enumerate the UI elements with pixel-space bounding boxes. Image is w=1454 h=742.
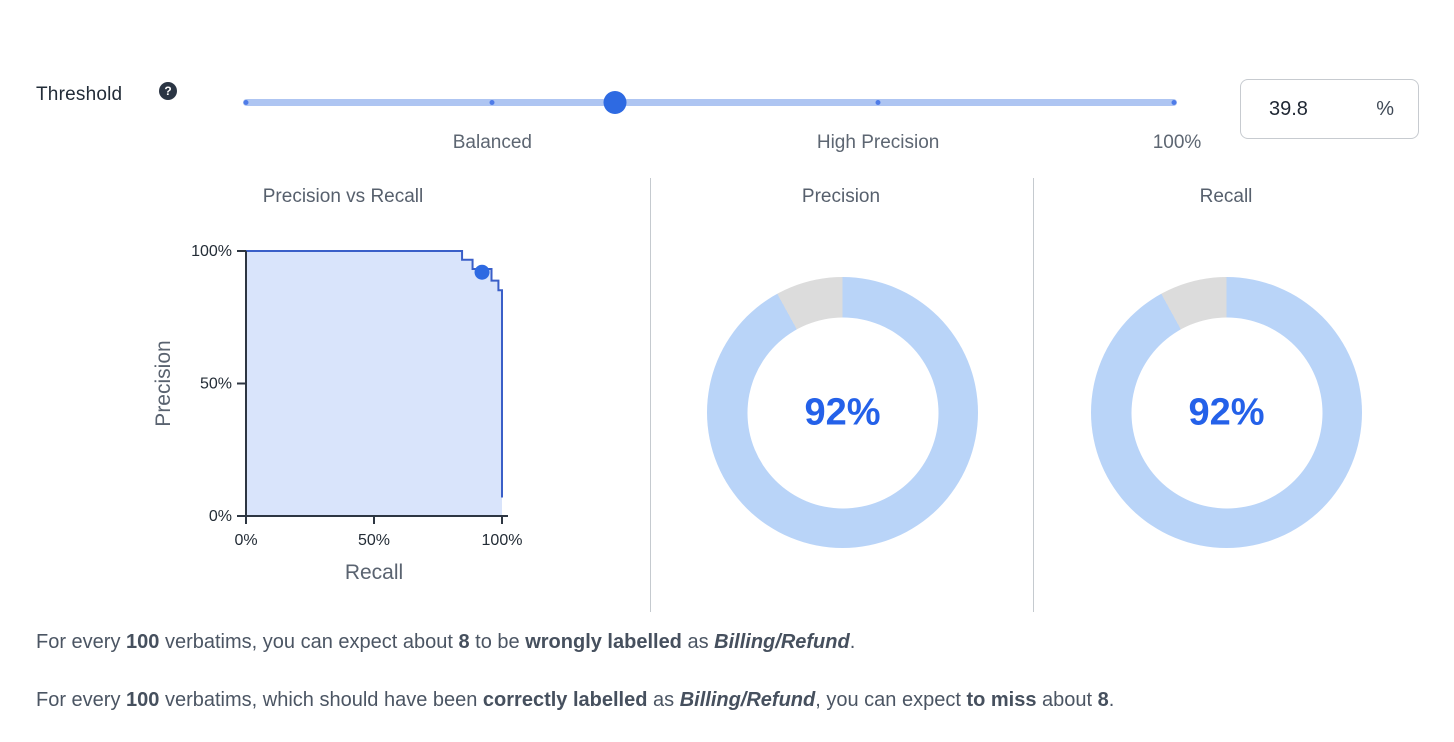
precision-donut: 92% bbox=[707, 277, 978, 548]
slider-marker-dot bbox=[243, 100, 249, 105]
threshold-slider-thumb[interactable] bbox=[603, 91, 627, 114]
panel-divider-right bbox=[1033, 178, 1034, 612]
panel-divider-left bbox=[650, 178, 651, 612]
threshold-input[interactable] bbox=[1269, 97, 1349, 121]
svg-text:Precision: Precision bbox=[152, 340, 175, 426]
recall-donut: 92% bbox=[1091, 277, 1362, 548]
slider-marker-label: Balanced bbox=[452, 132, 532, 153]
slider-marker-label: High Precision bbox=[816, 132, 940, 153]
precision-recall-chart: 0% 50% 100% 0% 50% 100% Recall Precision bbox=[152, 243, 523, 584]
threshold-slider-track[interactable] bbox=[243, 91, 1177, 114]
recall-donut-value: 92% bbox=[1188, 391, 1265, 433]
footnote-missed-label: For every 100 verbatims, which should ha… bbox=[36, 689, 1115, 711]
svg-text:0%: 0% bbox=[234, 532, 257, 549]
recall-donut-title: Recall bbox=[1199, 186, 1253, 207]
footnote-wrong-label: For every 100 verbatims, you can expect … bbox=[36, 631, 856, 653]
slider-marker-label: 100% bbox=[1152, 132, 1202, 153]
threshold-value-box: % bbox=[1240, 79, 1419, 139]
threshold-label: Threshold bbox=[36, 84, 123, 105]
svg-text:Recall: Recall bbox=[345, 561, 403, 584]
svg-text:50%: 50% bbox=[358, 532, 390, 549]
slider-marker-dot bbox=[875, 100, 881, 105]
svg-text:50%: 50% bbox=[200, 376, 232, 393]
recall-donut-hole: 92% bbox=[1131, 317, 1322, 508]
pr-chart-title: Precision vs Recall bbox=[262, 186, 424, 207]
precision-donut-title: Precision bbox=[801, 186, 881, 207]
svg-text:100%: 100% bbox=[482, 532, 523, 549]
help-icon[interactable]: ? bbox=[159, 82, 177, 100]
precision-donut-value: 92% bbox=[804, 391, 881, 433]
svg-text:0%: 0% bbox=[209, 508, 232, 525]
slider-marker-dot bbox=[489, 100, 495, 105]
svg-text:100%: 100% bbox=[191, 243, 232, 260]
threshold-unit-label: % bbox=[1376, 97, 1394, 120]
precision-donut-hole: 92% bbox=[747, 317, 938, 508]
slider-marker-dot bbox=[1171, 100, 1177, 105]
